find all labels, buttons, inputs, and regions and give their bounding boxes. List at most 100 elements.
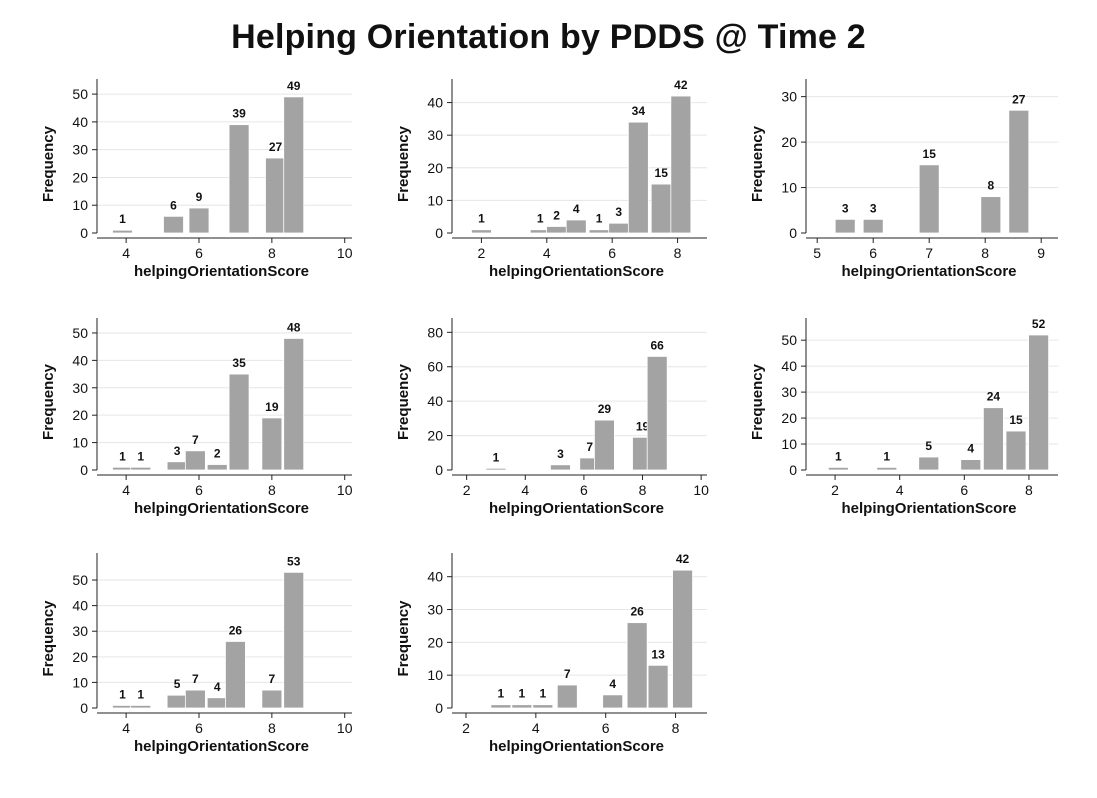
histogram-bar: [184, 450, 206, 471]
y-tick-label: 0: [80, 700, 88, 716]
y-axis-title: Frequency: [40, 363, 57, 440]
bar-value-label: 1: [137, 687, 144, 701]
x-tick-label: 2: [463, 482, 471, 498]
y-tick-label: 20: [781, 134, 797, 150]
x-tick-label: 6: [195, 482, 203, 498]
bar-value-label: 66: [650, 338, 664, 352]
y-tick-label: 40: [72, 352, 88, 368]
x-axis-title: helpingOrientationScore: [134, 738, 309, 755]
bar-value-label: 29: [598, 402, 612, 416]
histogram-bar: [672, 569, 693, 709]
histogram-bar: [166, 694, 188, 709]
x-tick-label: 6: [960, 482, 968, 498]
histogram-bar: [112, 229, 133, 234]
y-axis-title: Frequency: [395, 363, 412, 440]
bar-value-label: 27: [1012, 92, 1026, 106]
histogram-bar: [261, 417, 283, 471]
y-tick-label: 30: [72, 380, 88, 396]
histogram-bar: [670, 95, 692, 234]
histogram-bar: [206, 464, 228, 471]
x-tick-label: 8: [639, 482, 647, 498]
y-tick-label: 40: [427, 569, 443, 585]
bar-value-label: 3: [615, 205, 622, 219]
histogram-bar: [982, 407, 1004, 471]
histogram-bar: [556, 684, 578, 709]
x-axis-title: helpingOrientationScore: [841, 500, 1016, 517]
histogram-bar: [960, 459, 982, 471]
histogram-bar: [608, 222, 630, 234]
bar-value-label: 24: [987, 390, 1001, 404]
y-tick-label: 80: [427, 324, 443, 340]
y-tick-label: 0: [435, 700, 443, 716]
x-axis-title: helpingOrientationScore: [489, 500, 664, 517]
bar-value-label: 3: [174, 444, 181, 458]
x-tick-label: 4: [122, 482, 130, 498]
histogram-bar: [261, 689, 283, 709]
x-tick-label: 5: [813, 245, 821, 261]
histogram-bar: [228, 373, 250, 471]
histogram-bar: [112, 705, 133, 709]
bar-value-label: 19: [636, 419, 650, 433]
y-tick-label: 30: [72, 623, 88, 639]
y-tick-label: 0: [789, 462, 797, 478]
histogram-bar: [862, 218, 884, 234]
histogram-bar: [490, 704, 512, 709]
bar-value-label: 53: [287, 554, 301, 568]
y-tick-label: 30: [781, 89, 797, 105]
bar-value-label: 5: [174, 677, 181, 691]
x-tick-label: 6: [608, 245, 616, 261]
x-tick-label: 6: [580, 482, 588, 498]
x-tick-label: 9: [1037, 245, 1045, 261]
histogram-bar: [130, 705, 152, 709]
bar-value-label: 1: [119, 449, 126, 463]
x-tick-label: 6: [869, 245, 877, 261]
histogram-bar: [918, 164, 940, 234]
histogram-bar: [1005, 430, 1027, 471]
bar-value-label: 13: [651, 647, 665, 661]
histogram-bar: [918, 456, 940, 471]
histogram-bar: [485, 467, 507, 471]
bar-value-label: 19: [265, 400, 279, 414]
histogram-bar: [980, 196, 1002, 234]
histogram-bar: [184, 689, 206, 709]
bar-value-label: 4: [609, 677, 616, 691]
histogram-bar: [1028, 334, 1050, 471]
bar-value-label: 7: [269, 672, 276, 686]
bar-value-label: 49: [287, 79, 301, 93]
bar-value-label: 4: [214, 680, 221, 694]
histogram-panel-4: 1 1 37 2 35 19 48 0 10 20 30 40 50 4 6 8 10 helpingOrient…: [40, 318, 353, 517]
histogram-bar: [511, 704, 533, 709]
bar-value-label: 3: [557, 447, 564, 461]
y-axis-title: Frequency: [749, 363, 766, 440]
bar-value-label: 8: [987, 179, 994, 193]
histogram-bar: [130, 466, 152, 471]
histogram-panel-1: 1 6 9 39 27 49 0 10 20 30 40 50 4 6 8 10 helpingOrientat…: [40, 79, 353, 280]
histogram-bar: [876, 467, 898, 471]
x-tick-label: 10: [337, 245, 353, 261]
y-tick-label: 10: [72, 197, 88, 213]
y-axis-title: Frequency: [40, 125, 57, 202]
bar-value-label: 39: [232, 107, 246, 121]
bar-value-label: 9: [196, 190, 203, 204]
bar-value-label: 6: [170, 198, 177, 212]
bar-value-label: 1: [119, 212, 126, 226]
bar-value-label: 1: [519, 687, 526, 701]
y-tick-label: 30: [427, 602, 443, 618]
bar-value-label: 15: [1009, 413, 1023, 427]
bar-value-label: 26: [229, 623, 243, 637]
histogram-bar: [206, 697, 228, 709]
y-tick-label: 40: [781, 358, 797, 374]
histogram-bar: [228, 124, 250, 234]
y-axis-title: Frequency: [395, 600, 412, 677]
x-tick-label: 6: [195, 245, 203, 261]
histogram-bar: [550, 464, 571, 471]
histogram-bar: [471, 229, 492, 234]
y-tick-label: 0: [789, 225, 797, 241]
bar-value-label: 1: [478, 212, 485, 226]
x-tick-label: 2: [831, 482, 839, 498]
y-tick-label: 50: [72, 572, 88, 588]
y-tick-label: 20: [72, 169, 88, 185]
histogram-panel-5: 1 3 7 29 19 66 0 20 40 60 80 2 4 6 8 10 helpingOrientati…: [395, 318, 709, 517]
